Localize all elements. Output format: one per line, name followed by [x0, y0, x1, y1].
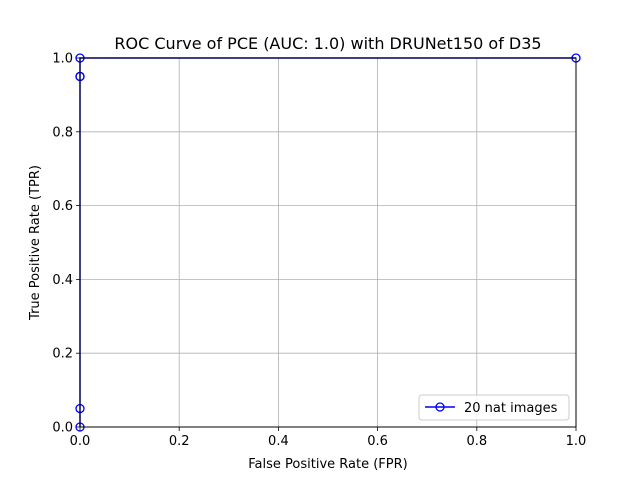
legend-marker-icon	[435, 402, 445, 412]
x-tick-label: 0.2	[169, 434, 190, 449]
x-tick-label: 0.8	[466, 434, 487, 449]
y-tick-label: 0.6	[52, 199, 73, 214]
y-axis-label: True Positive Rate (TPR)	[28, 165, 43, 321]
legend-box	[418, 394, 570, 421]
x-tick-label: 0.0	[70, 434, 91, 449]
x-axis: 0.0 0.2 0.4 0.6 0.8 1.0	[70, 427, 587, 449]
grid	[79, 57, 577, 428]
y-tick-label: 0.0	[52, 421, 73, 436]
legend: 20 nat images	[418, 394, 570, 421]
legend-label: 20 nat images	[464, 401, 558, 416]
x-tick-label: 0.6	[367, 434, 388, 449]
y-tick-label: 1.0	[52, 52, 73, 67]
x-axis-label: False Positive Rate (FPR)	[248, 457, 407, 472]
plot-frame	[79, 57, 577, 428]
y-tick-label: 0.2	[52, 347, 73, 362]
y-axis: 0.0 0.2 0.4 0.6 0.8 1.0	[52, 52, 80, 436]
x-tick-label: 0.4	[268, 434, 289, 449]
chart-title: ROC Curve of PCE (AUC: 1.0) with DRUNet1…	[114, 34, 541, 53]
x-tick-label: 1.0	[566, 434, 587, 449]
y-tick-label: 0.4	[52, 273, 73, 288]
y-tick-label: 0.8	[52, 125, 73, 140]
